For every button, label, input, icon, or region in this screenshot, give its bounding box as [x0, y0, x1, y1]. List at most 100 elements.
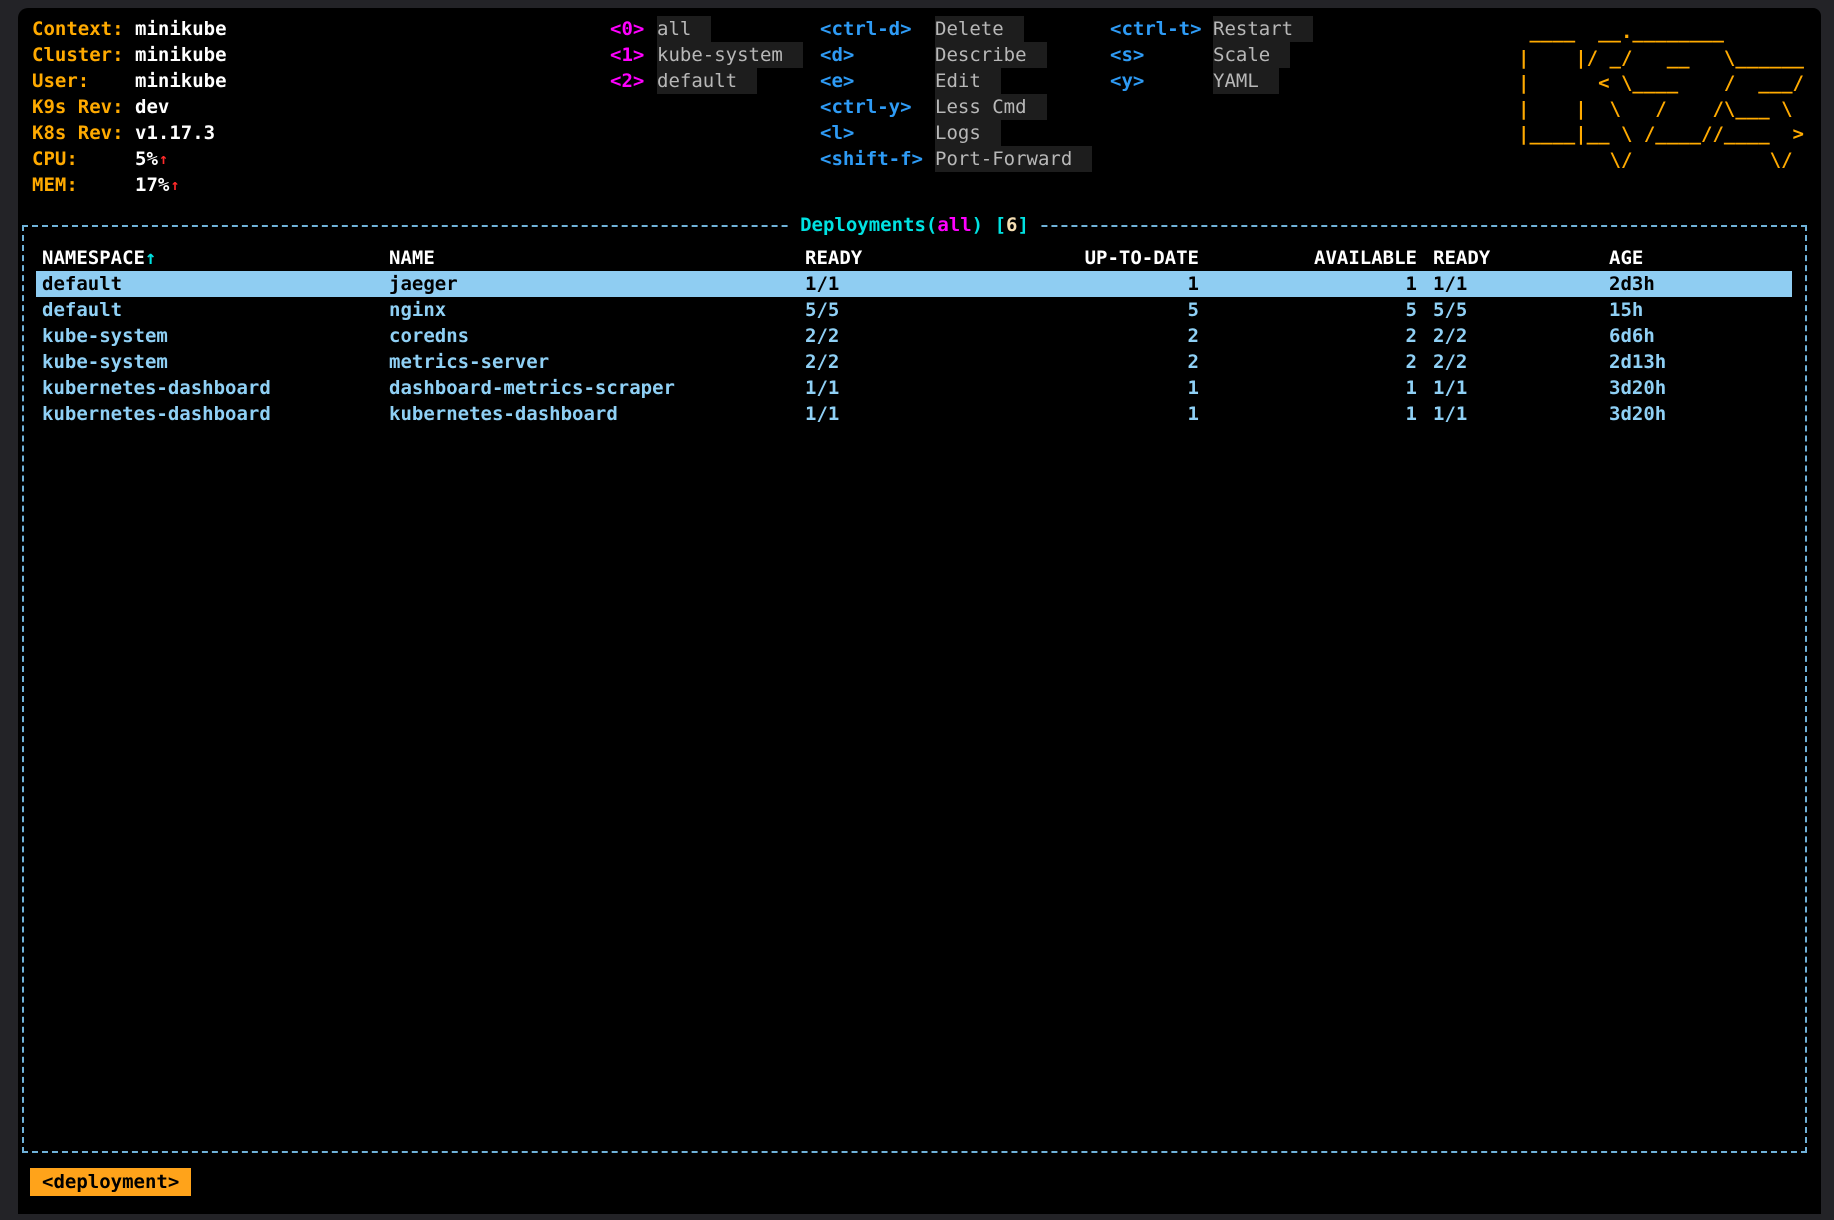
action-hotkeys-column-2: <ctrl-t> Restart <s> Scale <y> YAML — [1110, 16, 1314, 94]
cell-ready: 2/2 — [805, 325, 840, 347]
cell-spacer — [1417, 323, 1433, 349]
terminal-window: Context: minikube Cluster: minikube User: min… — [18, 8, 1821, 1214]
cell-spacer — [1417, 401, 1433, 427]
column-header-ready: READY — [805, 247, 863, 269]
hotkey-label: default — [657, 68, 758, 94]
hotkey-key: <e> — [820, 70, 855, 92]
action-hotkey-e[interactable]: <e> Edit — [820, 68, 1092, 94]
action-hotkey-ctrl-d[interactable]: <ctrl-d> Delete — [820, 16, 1092, 42]
cell-ready-2: 1/1 — [1433, 273, 1468, 295]
action-hotkey-y[interactable]: <y> YAML — [1110, 68, 1313, 94]
namespace-hotkey-2[interactable]: <2> default — [610, 68, 803, 94]
cell-available: 1 — [1405, 377, 1417, 399]
cell-spacer — [1417, 297, 1433, 323]
hotkey-key: <l> — [820, 122, 855, 144]
cluster-info-panel: Context: minikube Cluster: minikube User: min… — [32, 16, 227, 198]
cell-ready-2: 1/1 — [1433, 377, 1468, 399]
column-header-ready-2: READY — [1433, 247, 1491, 269]
cell-name: metrics-server — [389, 351, 550, 373]
cell-namespace: default — [42, 273, 123, 295]
hotkey-key: <2> — [610, 70, 645, 92]
cell-spacer — [1417, 375, 1433, 401]
cell-age: 6d6h — [1609, 325, 1655, 347]
hotkey-label: Less Cmd — [935, 94, 1047, 120]
deployment-row-coredns[interactable]: kube-system coredns 2/2 2 2 2/2 6d6h — [36, 323, 1792, 349]
title-resource: Deployments( — [800, 214, 938, 236]
cell-name: coredns — [389, 325, 470, 347]
action-hotkey-d[interactable]: <d> Describe — [820, 42, 1092, 68]
cell-available: 1 — [1405, 273, 1417, 295]
cluster-info-label: K8s Rev: — [32, 122, 124, 144]
cell-up-to-date: 2 — [1187, 325, 1199, 347]
cell-age: 2d3h — [1609, 273, 1655, 295]
cell-age: 3d20h — [1609, 403, 1667, 425]
deployment-row-dashboard-metrics-scraper[interactable]: kubernetes-dashboard dashboard-metrics-sc… — [36, 375, 1792, 401]
column-header-spacer — [1417, 245, 1433, 271]
crumb-deployment[interactable]: <deployment> — [30, 1168, 192, 1196]
cluster-info-value: minikube — [135, 44, 227, 66]
action-hotkey-ctrl-t[interactable]: <ctrl-t> Restart — [1110, 16, 1314, 42]
namespace-hotkey-1[interactable]: <1> kube-system — [610, 42, 803, 68]
sort-ascending-icon: ↑ — [144, 247, 157, 269]
title-count: 6 — [1006, 214, 1018, 236]
deployment-row-jaeger[interactable]: default jaeger 1/1 1 1 1/1 2d3h — [36, 271, 1792, 297]
cell-name: nginx — [389, 299, 447, 321]
hotkey-key: <ctrl-t> — [1110, 18, 1202, 40]
trend-up-icon: ↑ — [170, 176, 180, 194]
action-hotkey-s[interactable]: <s> Scale — [1110, 42, 1313, 68]
cluster-info-label: User: — [32, 70, 90, 92]
hotkey-label: Describe — [935, 42, 1047, 68]
cell-ready: 1/1 — [805, 403, 840, 425]
namespace-hotkey-0[interactable]: <0> all — [610, 16, 803, 42]
deployments-table: Deployments(all) [6] NAMESPACE↑ NAME REA… — [22, 212, 1807, 1153]
column-header-available: AVAILABLE — [1314, 247, 1417, 269]
cluster-info-value: v1.17.3 — [135, 122, 216, 144]
hotkey-key: <d> — [820, 44, 855, 66]
hotkey-label: Logs — [935, 120, 1001, 146]
cluster-info-row: CPU: 5% ↑ — [32, 146, 227, 172]
cluster-info-label: CPU: — [32, 148, 78, 170]
cluster-info-row: MEM: 17% ↑ — [32, 172, 227, 198]
namespace-hotkeys: <0> all <1> kube-system <2> default — [610, 16, 803, 94]
cell-up-to-date: 1 — [1187, 377, 1199, 399]
action-hotkey-ctrl-y[interactable]: <ctrl-y> Less Cmd — [820, 94, 1092, 120]
hotkey-key: <shift-f> — [820, 148, 923, 170]
cell-name: kubernetes-dashboard — [389, 403, 618, 425]
cell-available: 1 — [1405, 403, 1417, 425]
cluster-info-value: minikube — [135, 70, 227, 92]
column-header-age: AGE — [1609, 247, 1644, 269]
hotkey-key: <1> — [610, 44, 645, 66]
cell-ready: 2/2 — [805, 351, 840, 373]
cell-ready: 1/1 — [805, 377, 840, 399]
crumbs-bar: <deployment> — [30, 1168, 192, 1196]
cell-up-to-date: 2 — [1187, 351, 1199, 373]
cell-ready-2: 2/2 — [1433, 351, 1468, 373]
cell-namespace: default — [42, 299, 123, 321]
cell-available: 5 — [1405, 299, 1417, 321]
cell-age: 15h — [1609, 299, 1644, 321]
hotkey-label: Restart — [1213, 16, 1314, 42]
cell-namespace: kubernetes-dashboard — [42, 403, 271, 425]
action-hotkey-shift-f[interactable]: <shift-f> Port-Forward — [820, 146, 1093, 172]
deployment-row-kubernetes-dashboard[interactable]: kubernetes-dashboard kubernetes-dashboard… — [36, 401, 1792, 427]
cluster-info-value: 17% — [135, 174, 170, 196]
hotkey-label: all — [657, 16, 712, 42]
action-hotkey-l[interactable]: <l> Logs — [820, 120, 1092, 146]
cell-age: 3d20h — [1609, 377, 1667, 399]
hotkey-key: <ctrl-d> — [820, 18, 912, 40]
hotkey-label: Scale — [1213, 42, 1291, 68]
cluster-info-value: dev — [135, 96, 170, 118]
hotkey-key: <0> — [610, 18, 645, 40]
cell-up-to-date: 5 — [1187, 299, 1199, 321]
deployment-row-metrics-server[interactable]: kube-system metrics-server 2/2 2 2 2/2 2d13h — [36, 349, 1792, 375]
column-header-name: NAME — [389, 247, 435, 269]
cluster-info-value: minikube — [135, 18, 227, 40]
cluster-info-row: Context: minikube — [32, 16, 227, 42]
cluster-info-row: K8s Rev: v1.17.3 — [32, 120, 227, 146]
cluster-info-label: Context: — [32, 18, 124, 40]
hotkey-key: <ctrl-y> — [820, 96, 912, 118]
hotkey-label: Edit — [935, 68, 1001, 94]
deployment-row-nginx[interactable]: default nginx 5/5 5 5 5/5 15h — [36, 297, 1792, 323]
hotkey-label: Port-Forward — [935, 146, 1093, 172]
